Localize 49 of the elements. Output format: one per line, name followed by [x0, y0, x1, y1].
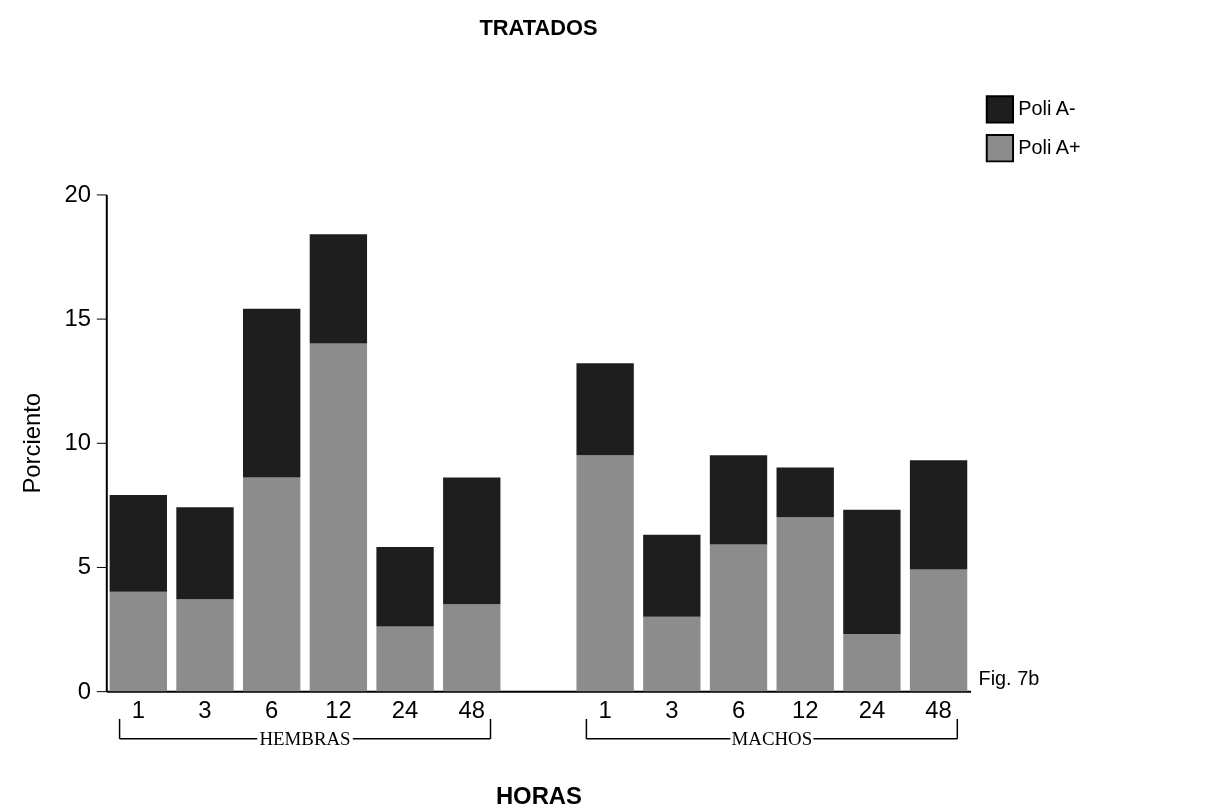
- bar: [643, 616, 701, 692]
- x-axis-title: HORAS: [495, 781, 582, 809]
- text: MACHOS: [731, 727, 813, 749]
- y-tick-label: 5: [77, 552, 91, 580]
- x-tick-label: 48: [458, 696, 486, 724]
- x-tick-label: 24: [391, 696, 419, 724]
- x-tick-label: 6: [731, 696, 746, 724]
- y-tick-label: 0: [77, 676, 91, 704]
- bar: [109, 591, 167, 692]
- bar: [643, 534, 701, 617]
- bar: [576, 455, 634, 692]
- x-tick-label: 48: [925, 696, 952, 724]
- x-tick-label: 12: [325, 696, 352, 724]
- chart-title: TRATADOS: [479, 15, 598, 41]
- bar: [443, 477, 501, 605]
- x-tick-label: 12: [791, 696, 819, 724]
- legend-label: Poli A+: [1018, 136, 1081, 159]
- bar: [843, 509, 901, 635]
- bar: [243, 308, 301, 478]
- bar: [709, 455, 768, 545]
- y-tick-label: 20: [64, 179, 91, 207]
- bar: [776, 467, 834, 518]
- x-tick-label: 3: [665, 696, 679, 724]
- x-tick-label: 6: [265, 696, 279, 724]
- bar: [909, 569, 968, 692]
- bar: [243, 477, 301, 692]
- text: HEMBRAS: [259, 727, 351, 749]
- bar: [376, 547, 434, 627]
- bar: [443, 604, 501, 692]
- bar: [909, 460, 968, 570]
- x-tick-label: 1: [131, 696, 145, 724]
- bar: [376, 626, 434, 692]
- x-tick-label: 3: [198, 696, 212, 724]
- bar: [176, 599, 234, 692]
- bar: [309, 234, 368, 344]
- legend-label: Poli A-: [1018, 97, 1076, 120]
- x-tick-label: 24: [858, 696, 886, 724]
- bar: [709, 544, 768, 692]
- y-tick-label: 10: [64, 428, 91, 456]
- caption: Fig. 7b: [978, 667, 1040, 690]
- bar: [309, 343, 368, 692]
- bar: [843, 634, 901, 692]
- bar: [176, 507, 234, 600]
- x-tick-label: 1: [598, 696, 612, 724]
- bar: [109, 494, 167, 592]
- y-axis-title: Porciento: [17, 392, 45, 494]
- bar: [576, 363, 634, 456]
- bar: [776, 517, 834, 692]
- y-tick-label: 15: [64, 304, 91, 332]
